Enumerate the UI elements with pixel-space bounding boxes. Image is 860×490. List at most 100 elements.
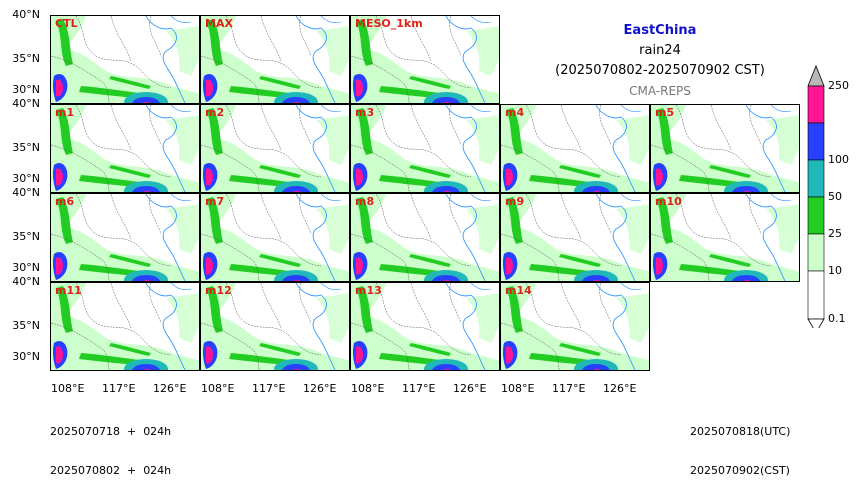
lon-tick-label: 108°E <box>201 382 235 395</box>
panel-label: MAX <box>205 17 233 30</box>
map-panel: m5 <box>650 104 800 193</box>
lon-tick-label: 126°E <box>153 382 187 395</box>
panel-label: m7 <box>205 195 225 208</box>
map-panel: m1 <box>50 104 200 193</box>
map-panel: CTL <box>50 15 200 104</box>
lat-tick-label: 40°N <box>12 275 40 288</box>
panel-label: m10 <box>655 195 682 208</box>
colorbar-segment <box>807 85 825 124</box>
lat-tick-label: 30°N <box>12 350 40 363</box>
lat-tick-label: 30°N <box>12 172 40 185</box>
map-panel: MESO_1km <box>350 15 500 104</box>
rain-field-map <box>501 283 649 370</box>
panel-label: m6 <box>55 195 75 208</box>
rain-field-map <box>201 194 349 281</box>
panel-label: m1 <box>55 106 75 119</box>
rain-field-map <box>501 105 649 192</box>
rain-field-map <box>651 105 799 192</box>
colorbar-segment <box>807 122 825 161</box>
map-panel: m12 <box>200 282 350 371</box>
panel-label: m2 <box>205 106 225 119</box>
rain-field-map <box>651 194 799 281</box>
map-panel: m7 <box>200 193 350 282</box>
lon-tick-label: 126°E <box>453 382 487 395</box>
rain-field-map <box>201 16 349 103</box>
footer-left: 2025070718 + 024h 2025070802 + 024h <box>50 399 171 490</box>
rain-field-map <box>501 194 649 281</box>
colorbar-segment <box>807 196 825 235</box>
map-panel: m4 <box>500 104 650 193</box>
colorbar-segment <box>807 159 825 198</box>
rain-field-map <box>351 105 499 192</box>
map-panel: m6 <box>50 193 200 282</box>
panel-label: m11 <box>55 284 82 297</box>
rain-field-map <box>351 194 499 281</box>
lon-tick-label: 117°E <box>552 382 586 395</box>
panel-label: m5 <box>655 106 675 119</box>
panel-label: m14 <box>505 284 532 297</box>
map-panel: m2 <box>200 104 350 193</box>
map-panel: MAX <box>200 15 350 104</box>
map-panel: m3 <box>350 104 500 193</box>
lat-tick-label: 35°N <box>12 52 40 65</box>
rain-field-map <box>51 283 199 370</box>
panel-label: MESO_1km <box>355 17 423 30</box>
lon-tick-label: 117°E <box>402 382 436 395</box>
init-time-utc: 2025070718 + 024h <box>50 425 172 438</box>
panel-label: m4 <box>505 106 525 119</box>
lon-tick-label: 126°E <box>303 382 337 395</box>
colorbar-top-extend <box>807 64 825 87</box>
map-panel: m13 <box>350 282 500 371</box>
system-title: CMA-REPS <box>629 84 691 98</box>
lon-tick-label: 117°E <box>252 382 286 395</box>
init-time-cst: 2025070802 + 024h <box>50 464 172 477</box>
colorbar-tick-label: 250 <box>828 79 849 92</box>
colorbar-bottom-extend <box>807 318 825 328</box>
lat-tick-label: 35°N <box>12 230 40 243</box>
lat-tick-label: 40°N <box>12 97 40 110</box>
lat-tick-label: 30°N <box>12 261 40 274</box>
colorbar-segment <box>807 270 825 320</box>
panel-label: CTL <box>55 17 78 30</box>
region-title: EastChina <box>623 23 697 38</box>
valid-time-utc: 2025070818(UTC) <box>690 425 791 438</box>
rain-field-map <box>51 16 199 103</box>
panel-label: m3 <box>355 106 375 119</box>
rain-field-map <box>201 283 349 370</box>
map-panel: m9 <box>500 193 650 282</box>
colorbar-tick-label: 50 <box>828 190 842 203</box>
rain-field-map <box>51 105 199 192</box>
rain-field-map <box>51 194 199 281</box>
panel-label: m13 <box>355 284 382 297</box>
lat-tick-label: 35°N <box>12 141 40 154</box>
lat-tick-label: 40°N <box>12 186 40 199</box>
lat-tick-label: 40°N <box>12 8 40 21</box>
title-block: EastChina rain24 (2025070802-2025070902 … <box>540 22 780 102</box>
lat-tick-label: 30°N <box>12 83 40 96</box>
rain-field-map <box>351 283 499 370</box>
period-title: (2025070802-2025070902 CST) <box>555 63 765 78</box>
colorbar <box>807 64 825 328</box>
footer-right: 2025070818(UTC) 2025070902(CST) <box>690 399 790 490</box>
valid-time-cst: 2025070902(CST) <box>690 464 790 477</box>
panel-label: m9 <box>505 195 525 208</box>
lon-tick-label: 108°E <box>501 382 535 395</box>
map-panel: m14 <box>500 282 650 371</box>
lon-tick-label: 108°E <box>351 382 385 395</box>
lon-tick-label: 117°E <box>102 382 136 395</box>
map-panel: m11 <box>50 282 200 371</box>
lon-tick-label: 126°E <box>603 382 637 395</box>
colorbar-segment <box>807 233 825 272</box>
colorbar-tick-label: 25 <box>828 227 842 240</box>
colorbar-tick-label: 100 <box>828 153 849 166</box>
rain-field-map <box>351 16 499 103</box>
map-panel: m10 <box>650 193 800 282</box>
colorbar-tick-label: 0.1 <box>828 312 846 325</box>
lon-tick-label: 108°E <box>51 382 85 395</box>
map-panel: m8 <box>350 193 500 282</box>
lat-tick-label: 35°N <box>12 319 40 332</box>
rain-field-map <box>201 105 349 192</box>
variable-title: rain24 <box>639 43 681 58</box>
colorbar-tick-label: 10 <box>828 264 842 277</box>
panel-label: m12 <box>205 284 232 297</box>
